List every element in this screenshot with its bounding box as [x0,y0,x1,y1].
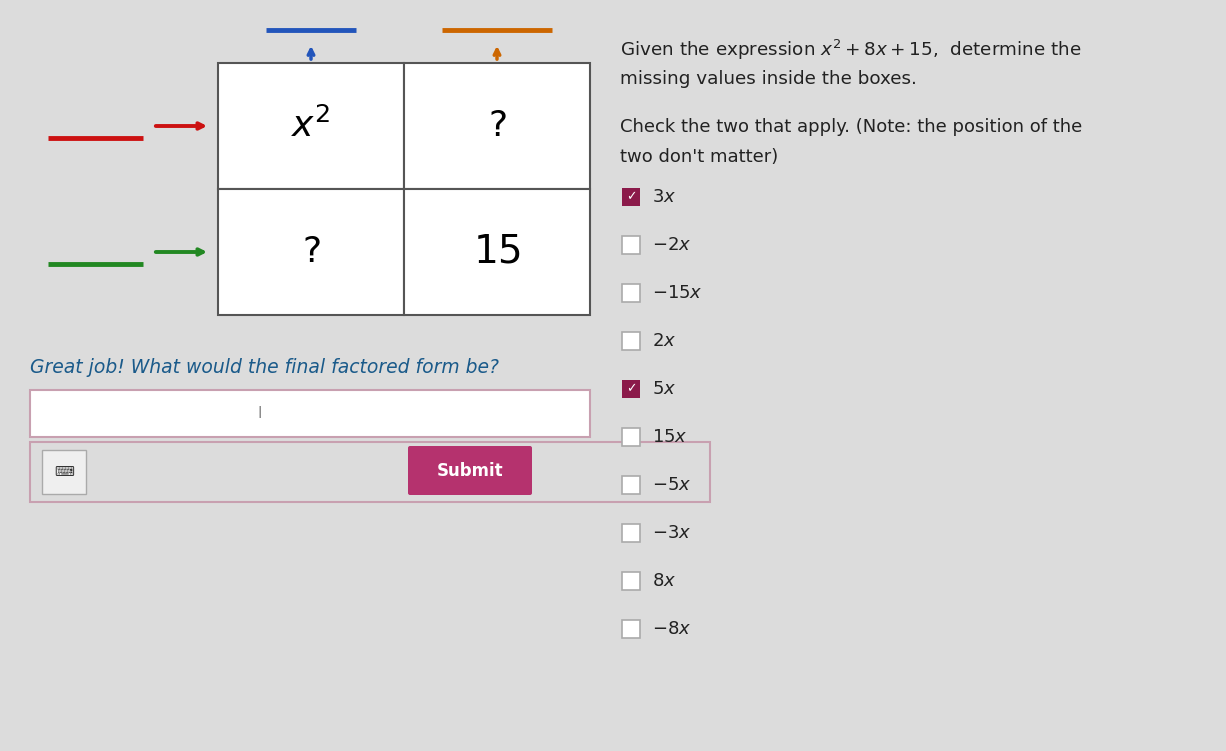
Text: $-15x$: $-15x$ [652,284,702,302]
FancyBboxPatch shape [29,442,710,502]
FancyBboxPatch shape [29,390,590,437]
FancyBboxPatch shape [622,188,640,206]
Text: ✓: ✓ [625,382,636,396]
Text: Great job! What would the final factored form be?: Great job! What would the final factored… [29,358,499,377]
Text: $8x$: $8x$ [652,572,677,590]
Text: Given the expression $x^2 + 8x + 15$,  determine the: Given the expression $x^2 + 8x + 15$, de… [620,38,1081,62]
FancyBboxPatch shape [622,236,640,254]
FancyBboxPatch shape [405,189,590,315]
FancyBboxPatch shape [218,189,405,315]
Text: $?$: $?$ [302,235,320,269]
FancyBboxPatch shape [408,446,532,495]
FancyBboxPatch shape [405,63,590,189]
Text: $-3x$: $-3x$ [652,524,691,542]
FancyBboxPatch shape [622,620,640,638]
Text: two don't matter): two don't matter) [620,148,779,166]
FancyBboxPatch shape [622,428,640,446]
Text: $5x$: $5x$ [652,380,677,398]
FancyBboxPatch shape [42,450,86,494]
Text: $15x$: $15x$ [652,428,688,446]
FancyBboxPatch shape [622,524,640,542]
Text: missing values inside the boxes.: missing values inside the boxes. [620,70,917,88]
Text: $-8x$: $-8x$ [652,620,691,638]
FancyBboxPatch shape [622,284,640,302]
Text: $15$: $15$ [473,234,521,270]
Text: Submit: Submit [436,462,504,479]
FancyBboxPatch shape [622,380,640,398]
Text: $2x$: $2x$ [652,332,677,350]
Text: ⌨: ⌨ [54,465,74,479]
FancyBboxPatch shape [622,476,640,494]
Text: $x^2$: $x^2$ [292,108,331,144]
Text: $3x$: $3x$ [652,188,677,206]
Text: I: I [257,406,262,421]
FancyBboxPatch shape [218,63,405,189]
FancyBboxPatch shape [622,572,640,590]
Text: $?$: $?$ [488,109,506,143]
Text: $-5x$: $-5x$ [652,476,691,494]
Text: ✓: ✓ [625,191,636,204]
Text: Check the two that apply. (Note: the position of the: Check the two that apply. (Note: the pos… [620,118,1083,136]
Text: $-2x$: $-2x$ [652,236,691,254]
FancyBboxPatch shape [622,332,640,350]
